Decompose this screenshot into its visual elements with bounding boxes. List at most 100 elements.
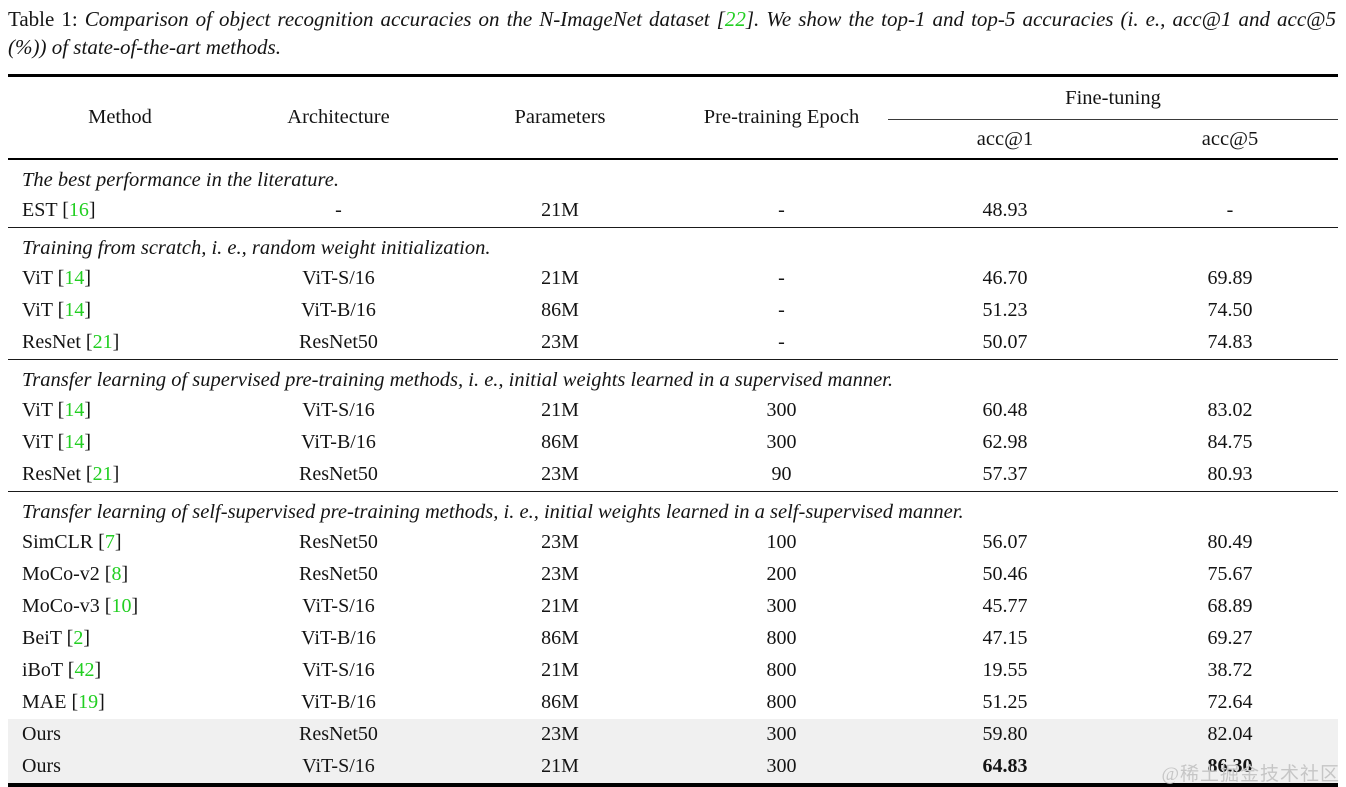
citation-link[interactable]: 10 <box>111 595 132 618</box>
citation-link[interactable]: 21 <box>92 331 113 354</box>
method-cell: Ours <box>8 751 232 785</box>
acc1-cell: 50.46 <box>982 563 1028 586</box>
pretraining-epoch-cell: 100 <box>766 531 797 554</box>
column-header-parameters: Parameters <box>445 75 675 160</box>
citation-link[interactable]: 8 <box>111 563 122 586</box>
architecture-cell: ResNet50 <box>299 331 378 354</box>
table-row: Ours ResNet50 23M 300 59.80 82.04 <box>8 718 1339 751</box>
architecture-cell: ViT-S/16 <box>302 595 375 618</box>
table-row: ViT [14] ViT-B/16 86M - 51.23 74.50 <box>8 295 1338 327</box>
caption-label: Table 1: <box>8 7 85 31</box>
citation-link[interactable]: 16 <box>68 199 89 222</box>
method-name: ResNet <box>22 331 81 354</box>
parameters-cell: 21M <box>541 399 579 422</box>
architecture-cell: ViT-S/16 <box>302 659 375 682</box>
pretraining-epoch-cell: 300 <box>766 595 797 618</box>
method-name: BeiT <box>22 627 62 650</box>
column-header-fine-tuning: Fine-tuning <box>888 75 1339 121</box>
pretraining-epoch-cell: - <box>778 199 785 222</box>
architecture-cell: ViT-S/16 <box>302 267 375 290</box>
pretraining-epoch-cell: - <box>778 267 785 290</box>
architecture-cell: ResNet50 <box>299 563 378 586</box>
table-row: MAE [19] ViT-B/16 86M 800 51.25 72.64 <box>8 687 1338 719</box>
method-cell: MoCo-v2 [8] <box>22 563 129 586</box>
acc5-cell: 38.72 <box>1207 659 1253 682</box>
table-row: ResNet [21] ResNet50 23M - 50.07 74.83 <box>8 327 1338 360</box>
architecture-cell: ResNet50 <box>299 723 378 746</box>
method-cell: ResNet [21] <box>22 331 120 354</box>
method-cell: SimCLR [7] <box>22 531 122 554</box>
table-body: The best performance in the literature. E… <box>8 159 1339 785</box>
table-row: Ours ViT-S/16 21M 300 64.83 86.30 <box>8 750 1339 785</box>
architecture-cell: ViT-B/16 <box>301 299 376 322</box>
acc1-cell: 46.70 <box>982 267 1028 290</box>
citation-link[interactable]: 7 <box>104 531 115 554</box>
section-header-row: Training from scratch, i. e., random wei… <box>8 226 1339 263</box>
parameters-cell: 23M <box>541 331 579 354</box>
pretraining-epoch-cell: 90 <box>771 463 792 486</box>
acc5-cell: 75.67 <box>1207 563 1253 586</box>
method-cell: ViT [14] <box>22 399 91 422</box>
table-row: SimCLR [7] ResNet50 23M 100 56.07 80.49 <box>8 527 1338 559</box>
caption-text-after: ]. We show the top-1 and top-5 accuracie… <box>8 7 1336 60</box>
method-cell: ViT [14] <box>22 299 91 322</box>
acc1-cell: 51.25 <box>982 691 1028 714</box>
acc1-cell: 56.07 <box>982 531 1028 554</box>
citation-link[interactable]: 14 <box>64 399 85 422</box>
architecture-cell: ResNet50 <box>299 531 378 554</box>
header-row-sub: acc@1 acc@5 <box>8 119 1339 160</box>
architecture-cell: - <box>335 199 342 222</box>
acc1-cell: 47.15 <box>982 627 1028 650</box>
method-name: MAE <box>22 691 67 714</box>
citation-link[interactable]: 14 <box>64 431 85 454</box>
citation-link[interactable]: 19 <box>78 691 99 714</box>
acc5-cell: 80.93 <box>1207 463 1253 486</box>
table-row: ViT [14] ViT-B/16 86M 300 62.98 84.75 <box>8 427 1338 459</box>
citation-link[interactable]: 14 <box>64 299 85 322</box>
caption-text-before: Comparison of object recognition accurac… <box>84 7 725 31</box>
citation-link[interactable]: 2 <box>73 627 84 650</box>
table-row: BeiT [2] ViT-B/16 86M 800 47.15 69.27 <box>8 623 1338 655</box>
architecture-cell: ViT-S/16 <box>302 755 375 778</box>
section-header-row: Transfer learning of supervised pre-trai… <box>8 358 1339 395</box>
acc1-cell: 62.98 <box>982 431 1028 454</box>
section-label: Training from scratch, i. e., random wei… <box>8 226 1339 263</box>
acc1-cell: 64.83 <box>982 755 1028 778</box>
method-name: Ours <box>22 723 61 746</box>
architecture-cell: ViT-B/16 <box>301 431 376 454</box>
method-name: iBoT <box>22 659 63 682</box>
acc5-cell: 69.89 <box>1207 267 1253 290</box>
acc1-cell: 51.23 <box>982 299 1028 322</box>
acc1-cell: 50.07 <box>982 331 1028 354</box>
table-row: ResNet [21] ResNet50 23M 90 57.37 80.93 <box>8 459 1338 492</box>
method-name: ViT <box>22 431 53 454</box>
method-cell: EST [16] <box>22 199 96 222</box>
section-label: Transfer learning of supervised pre-trai… <box>8 358 1339 395</box>
table-row: ViT [14] ViT-S/16 21M - 46.70 69.89 <box>8 263 1338 295</box>
method-name: MoCo-v3 <box>22 595 100 618</box>
parameters-cell: 21M <box>541 595 579 618</box>
citation-link[interactable]: 21 <box>92 463 113 486</box>
pretraining-epoch-cell: 300 <box>766 399 797 422</box>
section-label: The best performance in the literature. <box>22 168 339 191</box>
column-header-method: Method <box>8 75 232 160</box>
method-name: ViT <box>22 399 53 422</box>
header-row-top: Method Architecture Parameters Pre-train… <box>8 75 1339 160</box>
parameters-cell: 21M <box>541 659 579 682</box>
section-header-row: Transfer learning of self-supervised pre… <box>8 490 1339 527</box>
pretraining-epoch-cell: - <box>778 299 785 322</box>
parameters-cell: 23M <box>541 463 579 486</box>
parameters-cell: 23M <box>541 723 579 746</box>
column-header-acc5: acc@5 <box>1122 119 1339 160</box>
method-cell: ViT [14] <box>22 267 91 290</box>
caption-citation-link[interactable]: 22 <box>724 7 746 31</box>
acc5-cell: 83.02 <box>1207 399 1253 422</box>
method-name: SimCLR <box>22 531 94 554</box>
citation-link[interactable]: 14 <box>64 267 85 290</box>
method-name: Ours <box>22 755 61 778</box>
citation-link[interactable]: 42 <box>74 659 95 682</box>
table-caption: Table 1: Comparison of object recognitio… <box>8 5 1336 61</box>
table-row: iBoT [42] ViT-S/16 21M 800 19.55 38.72 <box>8 655 1338 687</box>
parameters-cell: 21M <box>541 267 579 290</box>
architecture-cell: ViT-B/16 <box>301 691 376 714</box>
